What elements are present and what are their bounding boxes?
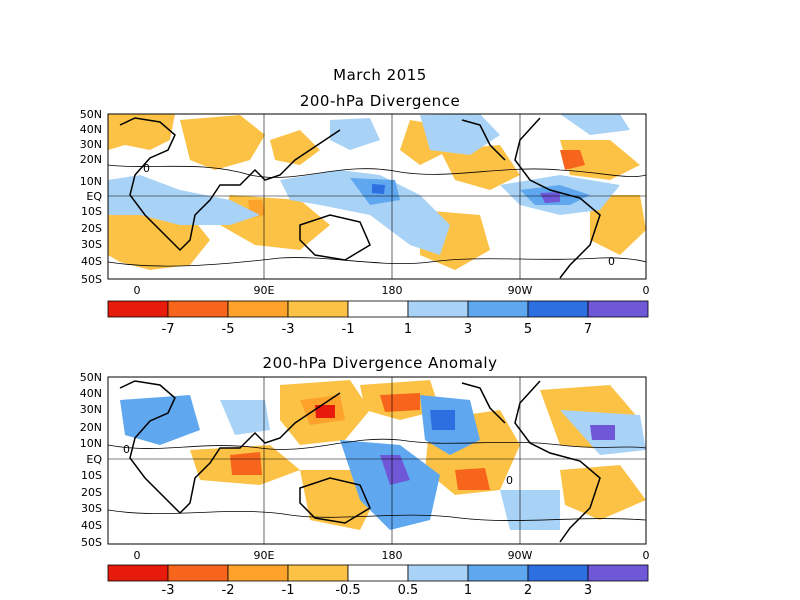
bottom-lat-20n: 20N xyxy=(80,421,102,434)
bottom-cb-label-1: -3 xyxy=(162,583,175,598)
bottom-colorbar-swatch-6 xyxy=(407,564,469,582)
bottom-lat-40n: 40N xyxy=(80,387,102,400)
bottom-map-panel: 0 0 xyxy=(107,376,647,545)
bottom-colorbar-swatch-7 xyxy=(467,564,529,582)
top-cb-label-3: -3 xyxy=(282,322,295,337)
top-lat-50s: 50S xyxy=(81,273,102,286)
top-lat-20s: 20S xyxy=(81,222,102,235)
top-lon-0: 0 xyxy=(134,284,141,297)
top-divergence-field xyxy=(108,114,646,279)
figure-title: March 2015 xyxy=(333,66,427,84)
top-lat-40s: 40S xyxy=(81,255,102,268)
top-map-panel: 0 0 xyxy=(107,113,647,280)
bottom-lon-0: 0 xyxy=(134,549,141,562)
top-colorbar-labels: -7 -5 -3 -1 1 3 5 7 xyxy=(162,322,593,337)
top-colorbar-swatch-3 xyxy=(227,300,289,318)
bottom-cb-label-3: -1 xyxy=(282,583,295,598)
top-contour-label-2: 0 xyxy=(608,255,615,268)
top-lon-90w: 90W xyxy=(508,284,533,297)
bottom-colorbar-labels: -3 -2 -1 -0.5 0.5 1 2 3 xyxy=(162,583,593,598)
top-panel-title: 200-hPa Divergence xyxy=(299,92,461,110)
top-lat-labels: 50N 40N 30N 20N 10N EQ 10S 20S 30S 40S 5… xyxy=(80,108,103,286)
bottom-colorbar xyxy=(107,564,649,582)
bottom-cb-label-6: 1 xyxy=(464,583,472,598)
top-lat-10n: 10N xyxy=(80,175,102,188)
bottom-lon-90e: 90E xyxy=(254,549,275,562)
bottom-cb-label-2: -2 xyxy=(222,583,235,598)
bottom-lat-30n: 30N xyxy=(80,403,102,416)
top-lat-10s: 10S xyxy=(81,205,102,218)
bottom-cb-label-7: 2 xyxy=(524,583,532,598)
bottom-grid xyxy=(108,377,646,544)
top-lat-30s: 30S xyxy=(81,238,102,251)
bottom-colorbar-swatch-4 xyxy=(287,564,349,582)
bottom-lat-eq: EQ xyxy=(86,453,102,466)
top-lon-180: 180 xyxy=(382,284,403,297)
top-lat-30n: 30N xyxy=(80,138,102,151)
top-cb-label-1: -7 xyxy=(162,322,175,337)
top-lat-40n: 40N xyxy=(80,123,102,136)
top-contour-label: 0 xyxy=(143,162,150,175)
bottom-panel-title: 200-hPa Divergence Anomaly xyxy=(262,354,498,372)
bottom-cb-label-4: -0.5 xyxy=(335,583,360,598)
top-colorbar-swatch-4 xyxy=(287,300,349,318)
top-cb-label-6: 3 xyxy=(464,322,472,337)
top-cb-label-4: -1 xyxy=(342,322,355,337)
bottom-lon-labels: 0 90E 180 90W 0 xyxy=(134,549,650,562)
bottom-lat-30s: 30S xyxy=(81,502,102,515)
bottom-lon-0-right: 0 xyxy=(643,549,650,562)
bottom-coastlines xyxy=(119,380,601,543)
bottom-colorbar-swatch-3 xyxy=(227,564,289,582)
top-lon-90e: 90E xyxy=(254,284,275,297)
top-coastlines xyxy=(119,117,601,279)
bottom-colorbar-swatch-1 xyxy=(107,564,169,582)
bottom-lat-50s: 50S xyxy=(81,536,102,549)
bottom-contour-label: 0 xyxy=(123,443,130,456)
top-cb-label-8: 7 xyxy=(584,322,592,337)
top-cb-label-5: 1 xyxy=(404,322,412,337)
bottom-colorbar-swatch-8 xyxy=(527,564,589,582)
top-cb-label-2: -5 xyxy=(222,322,235,337)
top-colorbar-swatch-6 xyxy=(407,300,469,318)
bottom-colorbar-swatch-9 xyxy=(587,564,649,582)
bottom-cb-label-5: 0.5 xyxy=(398,583,419,598)
bottom-contour-label-2: 0 xyxy=(506,474,513,487)
top-lat-20n: 20N xyxy=(80,153,102,166)
bottom-anomaly-field xyxy=(108,380,646,543)
top-colorbar xyxy=(107,300,649,318)
bottom-lat-10n: 10N xyxy=(80,437,102,450)
top-lon-labels: 0 90E 180 90W 0 xyxy=(134,284,650,297)
bottom-lat-20s: 20S xyxy=(81,486,102,499)
bottom-cb-label-8: 3 xyxy=(584,583,592,598)
bottom-colorbar-swatch-2 xyxy=(167,564,229,582)
top-grid xyxy=(108,114,646,279)
top-colorbar-swatch-8 xyxy=(527,300,589,318)
top-lon-0-right: 0 xyxy=(643,284,650,297)
top-colorbar-swatch-1 xyxy=(107,300,169,318)
top-cb-label-7: 5 xyxy=(524,322,532,337)
bottom-lat-10s: 10S xyxy=(81,469,102,482)
bottom-colorbar-swatch-5 xyxy=(347,564,409,582)
bottom-lon-180: 180 xyxy=(382,549,403,562)
bottom-lat-40s: 40S xyxy=(81,519,102,532)
bottom-lat-labels: 50N 40N 30N 20N 10N EQ 10S 20S 30S 40S 5… xyxy=(80,371,103,549)
top-lat-eq: EQ xyxy=(86,190,102,203)
top-colorbar-swatch-7 xyxy=(467,300,529,318)
bottom-lat-50n: 50N xyxy=(80,371,102,384)
bottom-lon-90w: 90W xyxy=(508,549,533,562)
top-lat-50n: 50N xyxy=(80,108,102,121)
top-colorbar-swatch-2 xyxy=(167,300,229,318)
top-colorbar-swatch-9 xyxy=(587,300,649,318)
top-colorbar-swatch-5 xyxy=(347,300,409,318)
